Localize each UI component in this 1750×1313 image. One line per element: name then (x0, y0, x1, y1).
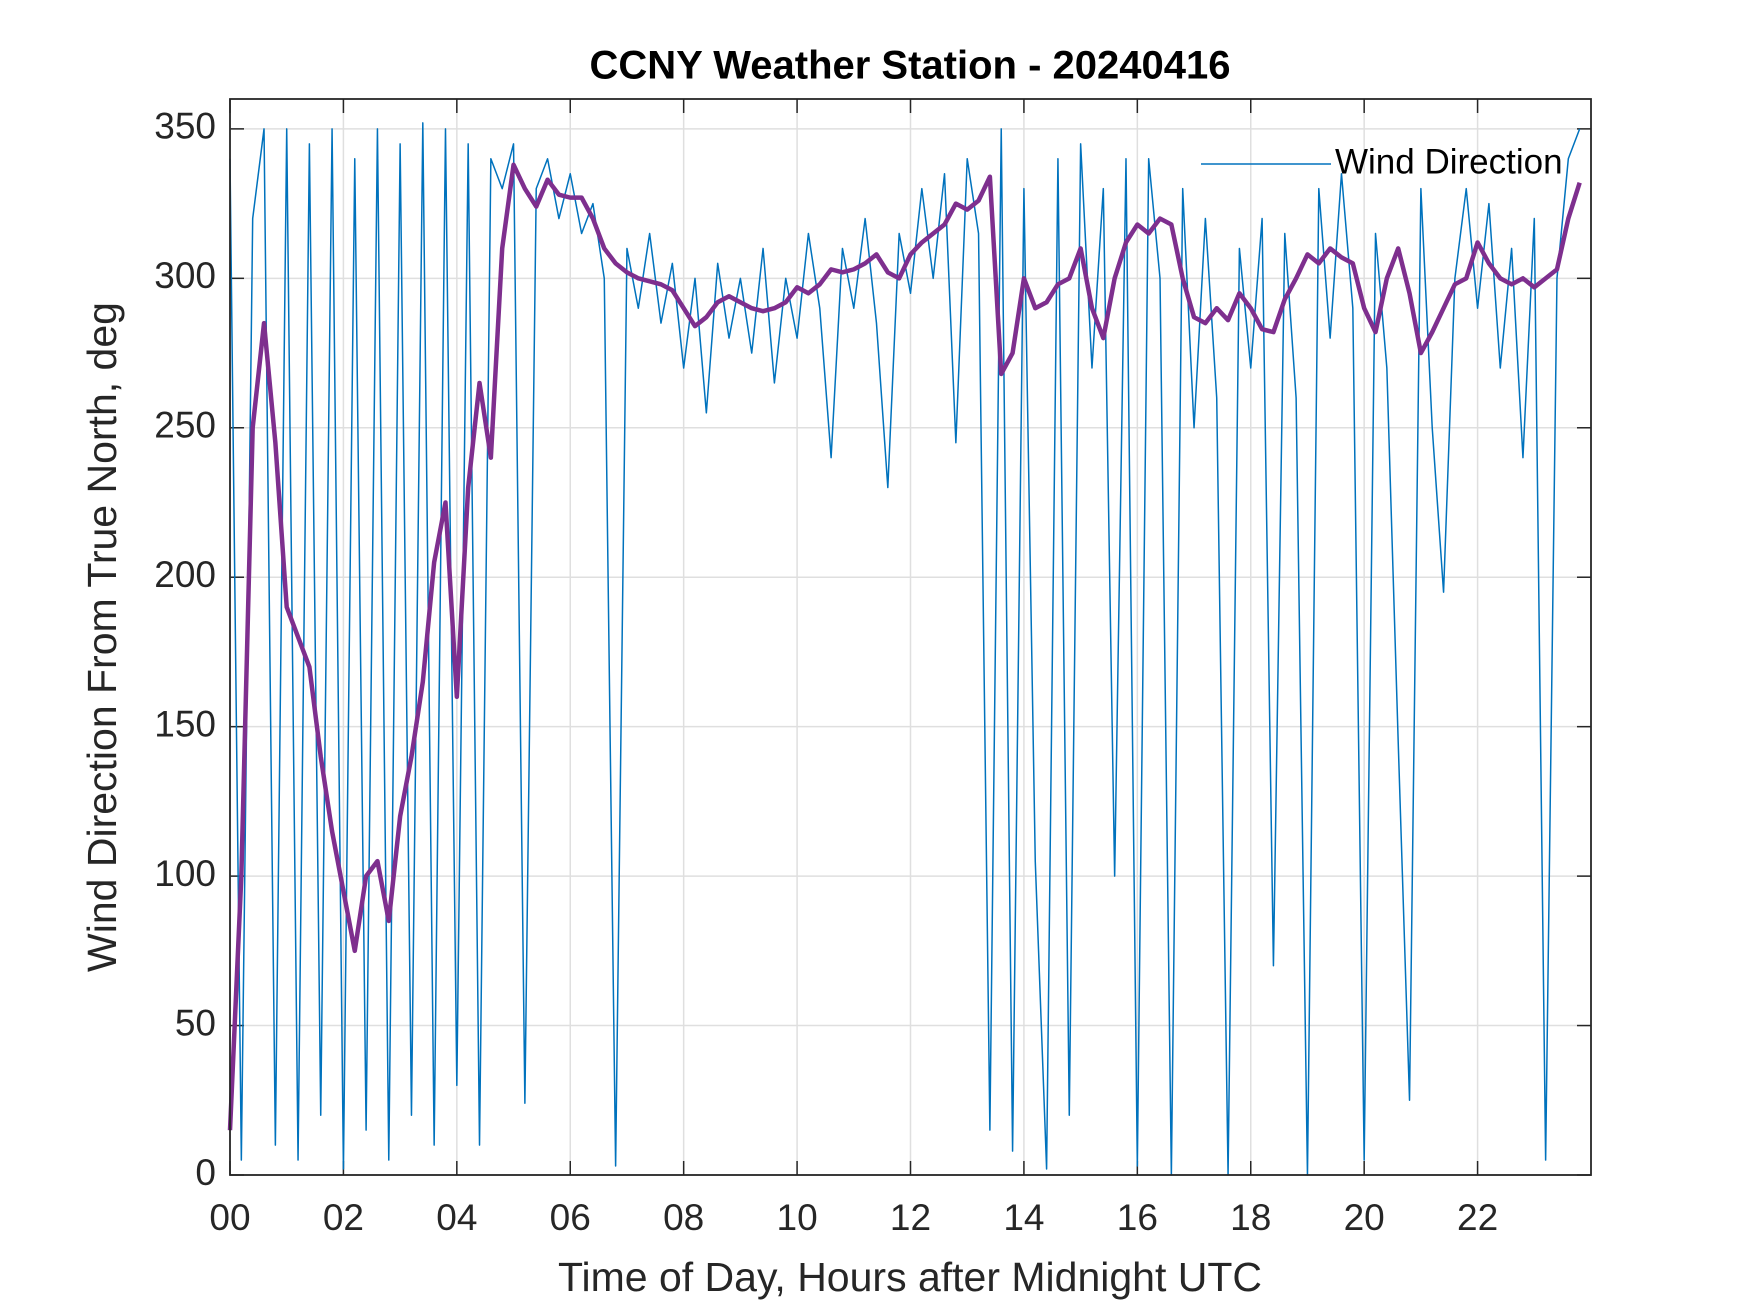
y-tick-label: 50 (175, 1002, 216, 1043)
axes-box (229, 98, 1592, 1176)
x-tick-label: 06 (550, 1197, 591, 1238)
y-tick-label: 300 (154, 255, 216, 296)
chart-title: CCNY Weather Station - 20240416 (590, 44, 1231, 88)
y-tick-label: 150 (154, 703, 216, 744)
x-tick-label: 10 (777, 1197, 818, 1238)
x-tick-label: 20 (1344, 1197, 1385, 1238)
x-tick-label: 22 (1457, 1197, 1498, 1238)
data-line (227, 162, 1582, 1131)
x-tick-label: 12 (890, 1197, 931, 1238)
x-tick-label: 04 (436, 1197, 477, 1238)
x-tick-label: 08 (663, 1197, 704, 1238)
y-tick-label: 200 (154, 554, 216, 595)
y-axis-label: Wind Direction From True North, deg (79, 302, 125, 972)
x-tick-label: 14 (1003, 1197, 1044, 1238)
y-tick-label: 250 (154, 405, 216, 446)
x-tick-label: 18 (1230, 1197, 1271, 1238)
x-tick-label: 00 (209, 1197, 250, 1238)
x-tick-label: 16 (1117, 1197, 1158, 1238)
x-tick-label: 02 (323, 1197, 364, 1238)
legend-label: Wind Direction (1335, 142, 1563, 181)
y-tick-label: 350 (154, 106, 216, 147)
y-tick-label: 100 (154, 853, 216, 894)
x-axis-label: Time of Day, Hours after Midnight UTC (558, 1254, 1262, 1300)
y-tick-label: 0 (195, 1152, 216, 1193)
